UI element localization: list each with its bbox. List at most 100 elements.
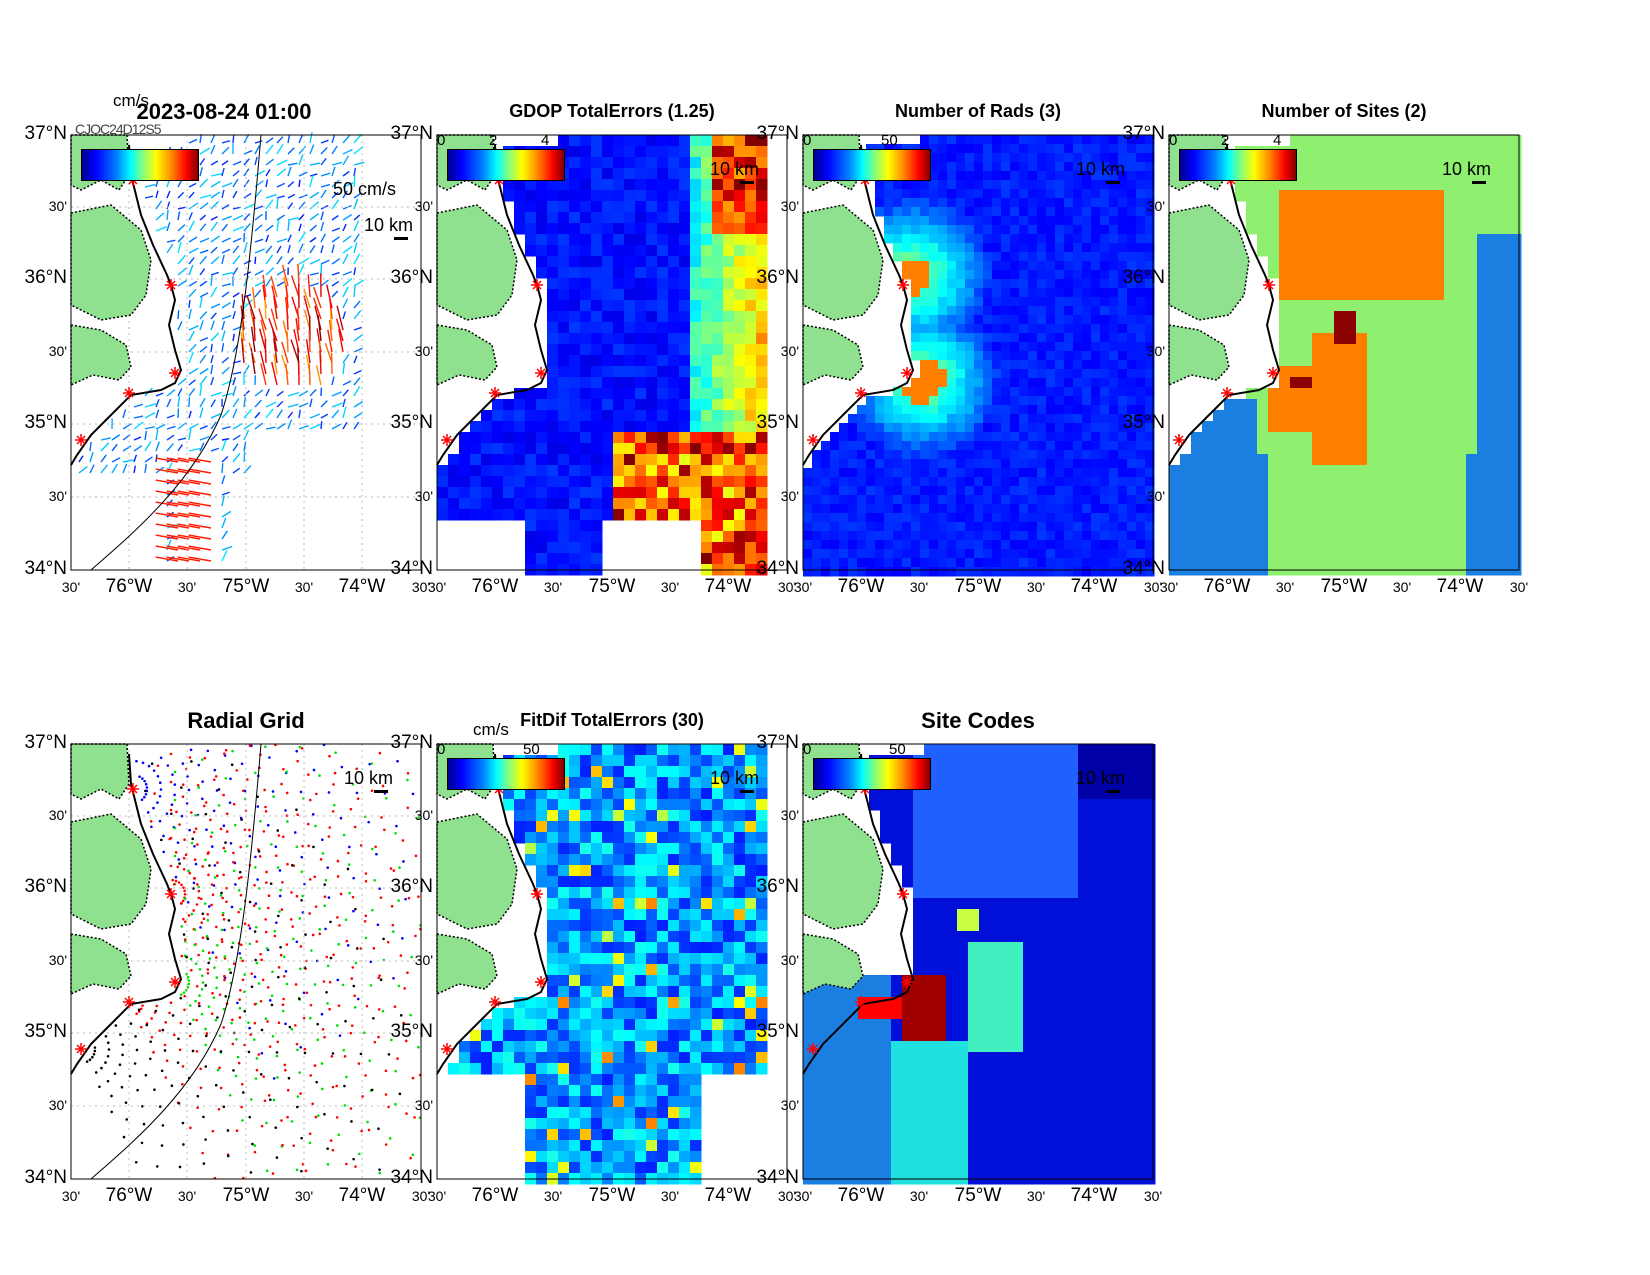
data-cell <box>947 333 957 343</box>
data-cell <box>712 278 724 290</box>
data-cell <box>1118 513 1128 523</box>
data-cell <box>668 454 680 466</box>
data-cell <box>947 207 957 217</box>
data-cell <box>1510 135 1522 147</box>
data-cell <box>723 476 735 488</box>
data-cell <box>911 288 921 298</box>
data-cell <box>745 289 757 301</box>
vector <box>309 132 313 144</box>
data-cell <box>1411 146 1423 158</box>
data-cell <box>756 267 768 279</box>
grid-point <box>265 870 268 874</box>
data-cell <box>558 355 570 367</box>
grid-point <box>222 1007 226 1011</box>
vector <box>265 158 274 166</box>
land-mass <box>436 204 518 321</box>
data-cell <box>646 432 658 444</box>
data-cell <box>1037 369 1047 379</box>
data-cell <box>1510 333 1522 345</box>
data-cell <box>1400 399 1412 411</box>
data-cell <box>929 162 939 172</box>
vector <box>287 391 299 397</box>
cbar-tick: 4 <box>1273 132 1282 149</box>
data-cell <box>1037 153 1047 163</box>
data-cell <box>668 267 680 279</box>
data-cell <box>920 261 930 271</box>
data-cell <box>1001 414 1011 424</box>
data-cell <box>1046 423 1056 433</box>
data-cell <box>1118 351 1128 361</box>
data-cell <box>1367 179 1379 191</box>
vector <box>177 457 201 463</box>
grid-point <box>214 1018 218 1022</box>
vector <box>243 133 250 144</box>
data-cell <box>1279 454 1291 466</box>
grid-point <box>206 968 210 971</box>
data-cell <box>866 522 876 532</box>
data-cell <box>857 513 867 523</box>
data-cell <box>920 243 930 253</box>
data-cell <box>1455 322 1467 334</box>
data-cell <box>812 540 822 550</box>
grid-point <box>237 925 240 929</box>
vector <box>144 425 155 430</box>
data-cell <box>668 201 680 213</box>
data-cell <box>1046 477 1056 487</box>
data-cell <box>1345 432 1357 444</box>
lat-tick-label: 37°N <box>390 123 433 144</box>
data-cell <box>974 180 984 190</box>
vector <box>166 556 175 562</box>
data-cell <box>1100 351 1110 361</box>
data-cell <box>558 443 570 455</box>
data-cell <box>1145 468 1155 478</box>
vector <box>210 303 221 309</box>
data-cell <box>1246 223 1258 235</box>
data-cell <box>1145 306 1155 316</box>
data-cell <box>884 405 894 415</box>
grid-point <box>174 879 178 883</box>
data-cell <box>1257 553 1269 565</box>
land-mass <box>70 324 132 387</box>
data-cell <box>1127 315 1137 325</box>
data-cell <box>1323 509 1335 521</box>
grid-point <box>347 851 350 855</box>
data-cell <box>1001 207 1011 217</box>
data-cell <box>1389 421 1401 433</box>
data-cell <box>1055 243 1065 253</box>
grid-point <box>253 1144 257 1147</box>
data-cell <box>938 531 948 541</box>
vector <box>342 406 347 419</box>
grid-point <box>183 920 187 924</box>
grid-point <box>357 1062 361 1065</box>
data-cell <box>893 558 903 568</box>
data-cell <box>1001 252 1011 262</box>
data-cell <box>756 366 768 378</box>
data-cell <box>679 179 691 191</box>
vector <box>303 309 311 331</box>
vector <box>155 423 166 430</box>
data-cell <box>1466 443 1478 455</box>
data-cell <box>1356 245 1368 257</box>
data-cell <box>701 531 713 543</box>
data-cell <box>1010 549 1020 559</box>
vector <box>309 224 318 232</box>
data-cell <box>1109 315 1119 325</box>
lon-tick-label: 76°W <box>471 576 519 597</box>
data-cell <box>965 360 975 370</box>
data-cell <box>956 396 966 406</box>
grid-point <box>158 819 162 823</box>
grid-point <box>411 1153 415 1157</box>
data-cell <box>1073 558 1083 568</box>
data-cell <box>734 421 746 433</box>
grid-point <box>278 869 282 872</box>
data-cell <box>1334 465 1346 477</box>
data-cell <box>1019 279 1029 289</box>
data-cell <box>437 509 449 521</box>
data-cell <box>668 300 680 312</box>
data-cell <box>1224 454 1236 466</box>
vector <box>320 172 331 177</box>
data-cell <box>635 190 647 202</box>
data-cell <box>1345 542 1357 554</box>
data-cell <box>1118 207 1128 217</box>
data-cell <box>1037 243 1047 253</box>
